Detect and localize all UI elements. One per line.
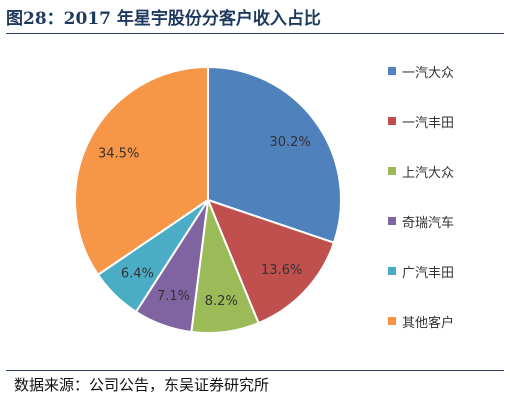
slice-label: 13.6% <box>261 263 302 278</box>
chart-title: 图28：2017 年星宇股份分客户收入占比 <box>6 9 321 29</box>
slice-label: 8.2% <box>205 294 238 309</box>
source-note: 数据来源：公司公告，东吴证券研究所 <box>14 376 270 394</box>
legend-label: 一汽大众 <box>402 65 455 81</box>
legend-item: 奇瑞汽车 <box>388 212 455 231</box>
legend-label: 上汽大众 <box>402 165 455 181</box>
pie-slice <box>207 65 342 244</box>
legend-label: 其他客户 <box>402 315 455 331</box>
pie-slice <box>74 65 209 277</box>
legend-swatch <box>388 267 396 275</box>
legend-item: 一汽丰田 <box>388 112 455 131</box>
slice-label: 30.2% <box>269 135 310 150</box>
legend-item: 广汽丰田 <box>388 262 455 281</box>
legend-swatch <box>388 317 396 325</box>
legend-swatch <box>388 117 396 125</box>
legend-swatch <box>388 167 396 175</box>
legend-item: 一汽大众 <box>388 62 455 81</box>
legend-item: 其他客户 <box>388 312 455 331</box>
legend-swatch <box>388 67 396 75</box>
legend-label: 一汽丰田 <box>402 115 455 131</box>
slice-label: 7.1% <box>157 289 190 304</box>
title-divider <box>6 33 504 34</box>
source-divider <box>6 370 504 371</box>
legend-item: 上汽大众 <box>388 162 455 181</box>
slice-label: 34.5% <box>98 147 139 162</box>
legend-label: 奇瑞汽车 <box>402 215 455 231</box>
legend-swatch <box>388 217 396 225</box>
pie-slice <box>206 198 336 325</box>
slice-label: 6.4% <box>121 266 154 281</box>
legend-label: 广汽丰田 <box>402 265 455 281</box>
